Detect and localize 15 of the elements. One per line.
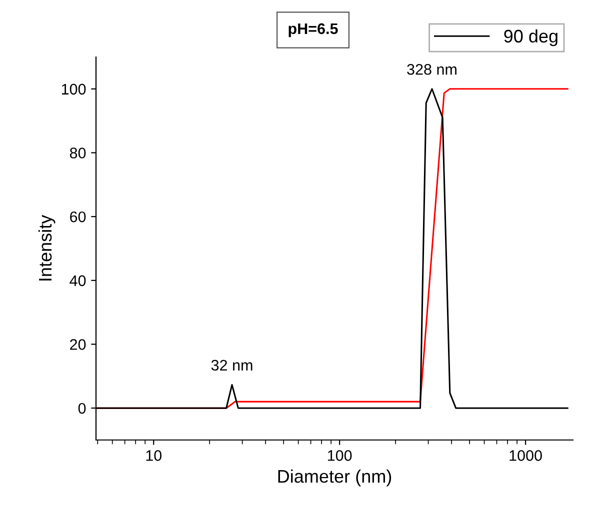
y-tick-label: 60 — [70, 211, 86, 222]
y-tick-label: 0 — [78, 402, 86, 414]
x-tick-label: 100 — [328, 450, 352, 461]
x-axis-title: Diameter (nm) — [278, 470, 392, 486]
chart-title: pH=6.5 — [288, 23, 338, 38]
y-tick-label: 20 — [70, 339, 86, 350]
y-tick-label: 80 — [70, 148, 86, 158]
y-axis-title: Intensity — [38, 214, 56, 280]
annotation: 32 nm — [211, 360, 252, 371]
x-tick-label: 10 — [146, 450, 162, 461]
y-tick-label: 100 — [62, 84, 86, 95]
legend-label: 90 deg — [504, 29, 558, 46]
annotation: 328 nm — [407, 64, 456, 75]
x-tick-label: 1000 — [510, 450, 542, 461]
y-tick-label: 40 — [70, 275, 86, 286]
